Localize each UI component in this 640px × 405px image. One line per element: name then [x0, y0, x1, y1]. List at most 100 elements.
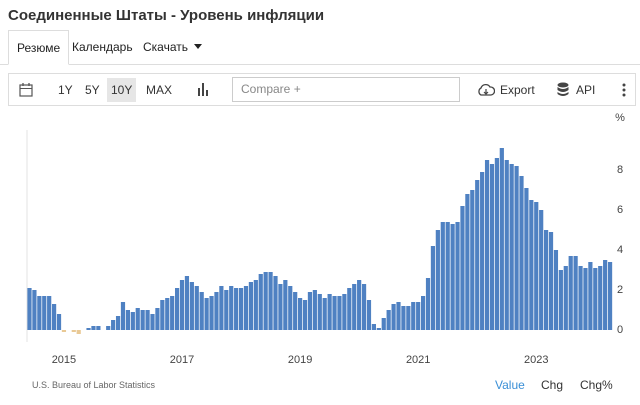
bar: [312, 290, 317, 330]
bar: [489, 164, 495, 330]
bar: [573, 256, 578, 330]
bar: [342, 294, 347, 330]
tab[interactable]: Скачать: [135, 30, 212, 64]
range-button[interactable]: 1Y: [58, 83, 73, 97]
calendar-icon[interactable]: [19, 82, 33, 97]
bar: [155, 308, 160, 330]
api-icon[interactable]: [557, 82, 569, 97]
bar: [445, 222, 450, 330]
bar: [347, 288, 352, 330]
bar: [278, 284, 283, 330]
bar: [37, 296, 42, 330]
bar: [56, 314, 62, 330]
bar: [327, 294, 332, 330]
bar: [111, 320, 116, 330]
bar: [47, 296, 52, 330]
y-tick-label: 6: [617, 204, 623, 216]
bar: [598, 266, 603, 330]
view-button[interactable]: Value: [495, 378, 525, 392]
bar: [160, 300, 165, 330]
y-tick-label: 0: [617, 324, 623, 336]
bar: [480, 172, 485, 330]
bar: [376, 328, 381, 330]
range-button[interactable]: 5Y: [85, 83, 100, 97]
bar: [411, 302, 416, 330]
bar: [125, 310, 130, 330]
tab-label: Скачать: [143, 40, 188, 54]
bar: [229, 286, 234, 330]
bar: [460, 206, 465, 330]
bar: [381, 318, 386, 330]
tab[interactable]: Резюме: [8, 30, 70, 65]
bar: [293, 292, 298, 330]
bar: [140, 310, 145, 330]
range-button[interactable]: 10Y: [107, 78, 137, 102]
bar: [317, 294, 322, 330]
bar: [352, 284, 357, 330]
view-button[interactable]: Chg%: [580, 378, 613, 392]
bar: [450, 224, 455, 330]
bar: [165, 298, 170, 330]
y-tick-label: 4: [617, 244, 623, 256]
caret-icon: [194, 44, 202, 49]
bar: [396, 302, 401, 330]
api-button[interactable]: API: [576, 83, 596, 97]
bar: [401, 306, 406, 330]
range-button[interactable]: MAX: [146, 83, 173, 97]
bar: [519, 176, 524, 330]
bar: [91, 326, 96, 330]
bar: [224, 290, 229, 330]
bar: [150, 314, 155, 330]
bar: [435, 230, 440, 330]
bar: [179, 280, 185, 330]
bar: [406, 306, 411, 330]
bar: [283, 280, 288, 330]
bar: [96, 326, 101, 330]
bar: [204, 298, 209, 330]
bar: [243, 286, 249, 330]
export-button[interactable]: Export: [500, 83, 535, 97]
bar: [504, 160, 509, 330]
bar: [273, 276, 278, 330]
bar: [130, 312, 135, 330]
compare-input[interactable]: Compare +: [232, 77, 460, 102]
bar: [42, 296, 47, 330]
bar: [465, 194, 470, 330]
bar: [558, 270, 563, 330]
page-title: Соединенные Штаты - Уровень инфляции: [8, 7, 325, 24]
bar: [391, 304, 396, 330]
bar: [71, 330, 76, 332]
bar: [593, 268, 598, 330]
bar: [214, 292, 219, 330]
bar: [337, 296, 342, 330]
bar: [268, 272, 273, 330]
bar: [238, 288, 244, 330]
bar: [544, 230, 549, 330]
bar: [298, 298, 303, 330]
bar: [425, 278, 431, 330]
tab[interactable]: Календарь: [72, 40, 133, 54]
menu-icon[interactable]: [622, 83, 626, 97]
bar: [234, 288, 239, 330]
bar: [553, 250, 559, 330]
chart-type-icon[interactable]: [198, 83, 210, 96]
bar: [219, 286, 224, 330]
x-tick-label: 2015: [52, 354, 76, 366]
bar: [135, 308, 140, 330]
view-button[interactable]: Chg: [541, 378, 564, 392]
bar: [361, 284, 367, 330]
bar: [194, 286, 199, 330]
bar: [322, 298, 327, 330]
bar: [27, 288, 32, 330]
bar: [568, 256, 573, 330]
export-icon[interactable]: [477, 83, 495, 97]
bar: [253, 280, 258, 330]
source-label: U.S. Bureau of Labor Statistics: [32, 380, 156, 390]
bar: [539, 210, 544, 330]
bar: [509, 164, 514, 330]
bar: [494, 158, 499, 330]
bar: [499, 148, 504, 330]
bar: [332, 296, 337, 330]
x-tick-label: 2023: [524, 354, 548, 366]
bar: [534, 202, 539, 330]
